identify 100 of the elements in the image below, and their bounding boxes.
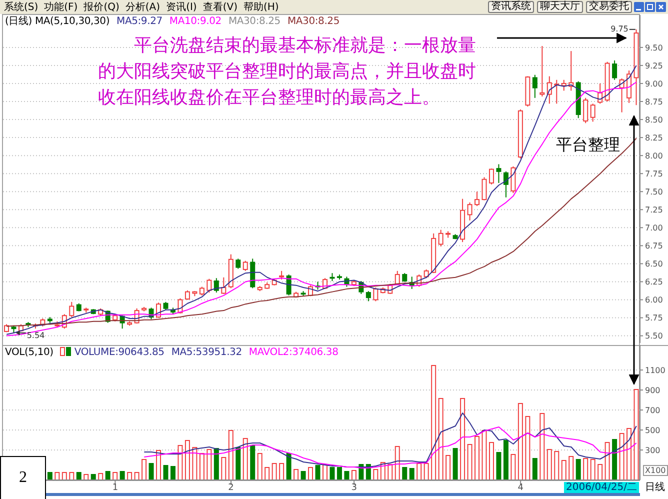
bar: [228, 430, 234, 480]
text: 交易委托: [586, 1, 632, 13]
bar: [452, 448, 458, 480]
candlestick: [510, 166, 516, 194]
candlestick: [214, 278, 219, 294]
bar: [568, 456, 574, 480]
bar: [286, 453, 292, 480]
y-tick-label: 900: [645, 386, 660, 395]
annotation: (日线) MA(5,10,30,30): [5, 16, 110, 27]
candlestick: [69, 301, 74, 318]
bar: [388, 464, 393, 480]
bar: [402, 467, 408, 480]
y-tick-label: 9.25: [645, 61, 663, 70]
bar: [540, 413, 545, 480]
candlestick: [221, 276, 226, 294]
bar: [626, 428, 632, 480]
line-series: [144, 426, 637, 468]
bar: [112, 472, 118, 480]
bar: [142, 459, 147, 480]
bar: [336, 467, 342, 480]
candlestick: [467, 202, 472, 221]
candlestick: [496, 164, 502, 184]
y-tick-label: 8.50: [645, 115, 663, 124]
bar: [294, 469, 299, 480]
candlestick: [474, 191, 480, 207]
bar: [105, 471, 110, 480]
text: MA10:9.02: [169, 16, 222, 27]
y-tick-label: 5.50: [645, 332, 663, 341]
y-tick-label: 8.75: [645, 97, 663, 106]
text: 资讯系统: [488, 1, 534, 13]
text: MAVOL2:37406.38: [248, 347, 338, 358]
text: 聊天大厅: [537, 1, 583, 13]
y-tick-label: 700: [645, 406, 660, 415]
bar: [47, 472, 52, 480]
y-tick-label: 8.00: [645, 151, 663, 160]
bar: [474, 436, 480, 480]
candlestick: [366, 290, 371, 302]
bar: [351, 470, 356, 480]
bar: [438, 398, 444, 480]
text: 2006/04/25/二: [564, 482, 639, 493]
candlestick: [206, 278, 212, 294]
bar: [156, 450, 162, 480]
candlestick: [532, 74, 538, 98]
bar: [576, 459, 581, 480]
y-tick-label: 300: [645, 446, 660, 455]
bar: [416, 463, 422, 480]
y-tick-label: 6.00: [645, 296, 663, 305]
text: 功能(F): [44, 0, 78, 14]
candlestick: [438, 229, 444, 247]
bar: [257, 453, 262, 480]
bar: [330, 467, 335, 480]
bar: [308, 467, 314, 480]
bar: [199, 453, 204, 480]
y-tick-label: 6.25: [645, 278, 663, 287]
y-tick-label: 9.00: [645, 79, 663, 88]
candlestick: [612, 60, 618, 80]
annotation: VOL(5,10): [5, 347, 54, 358]
bar: [178, 445, 183, 480]
annotation: 平台整理: [556, 135, 620, 154]
bar: [431, 365, 436, 480]
y-tick-label: 6.75: [645, 242, 663, 251]
candlestick: [373, 286, 378, 302]
legend-label: VOLUME:90643.85: [74, 347, 164, 358]
bar: [134, 472, 140, 480]
y-axis-title: X100: [643, 465, 668, 476]
candlestick: [626, 70, 632, 104]
candlestick: [503, 170, 508, 198]
bar: [84, 474, 89, 480]
bar: [467, 444, 472, 480]
bar: [634, 389, 639, 480]
bar: [532, 458, 538, 480]
bar: [242, 438, 248, 480]
text: 报价(Q): [84, 0, 120, 14]
bar: [460, 398, 466, 480]
bar: [236, 447, 241, 480]
bar: [76, 472, 82, 480]
candlestick: [590, 103, 596, 122]
bar: [148, 463, 154, 480]
bar: [583, 458, 588, 480]
candlestick: [394, 270, 400, 286]
text: 分析(A): [125, 0, 160, 14]
annotation: 平台洗盘结束的最基本标准就是：一根放量的大阳线突破平台整理时的最高点，并且收盘时收在阳线收盘价在平台整理时的最高之上。: [98, 34, 477, 110]
bar: [69, 472, 74, 480]
y-tick-label: 9.50: [645, 43, 663, 52]
y-tick-label: 7.25: [645, 205, 663, 214]
bar: [496, 452, 502, 480]
y-tick-label: 6.50: [645, 260, 663, 269]
bar: [221, 457, 226, 480]
bar: [214, 448, 219, 480]
bar: [163, 465, 168, 480]
x-tick-label: 4: [518, 483, 524, 493]
y-tick-label: 500: [645, 426, 660, 435]
bar: [554, 451, 560, 480]
y-tick-label: 7.50: [645, 187, 663, 196]
bar: [54, 472, 60, 480]
x-tick-label: 2: [228, 483, 234, 493]
candlestick: [482, 176, 487, 201]
text: MA30:8.25: [287, 16, 340, 27]
bar: [619, 433, 624, 480]
bar: [525, 416, 530, 480]
